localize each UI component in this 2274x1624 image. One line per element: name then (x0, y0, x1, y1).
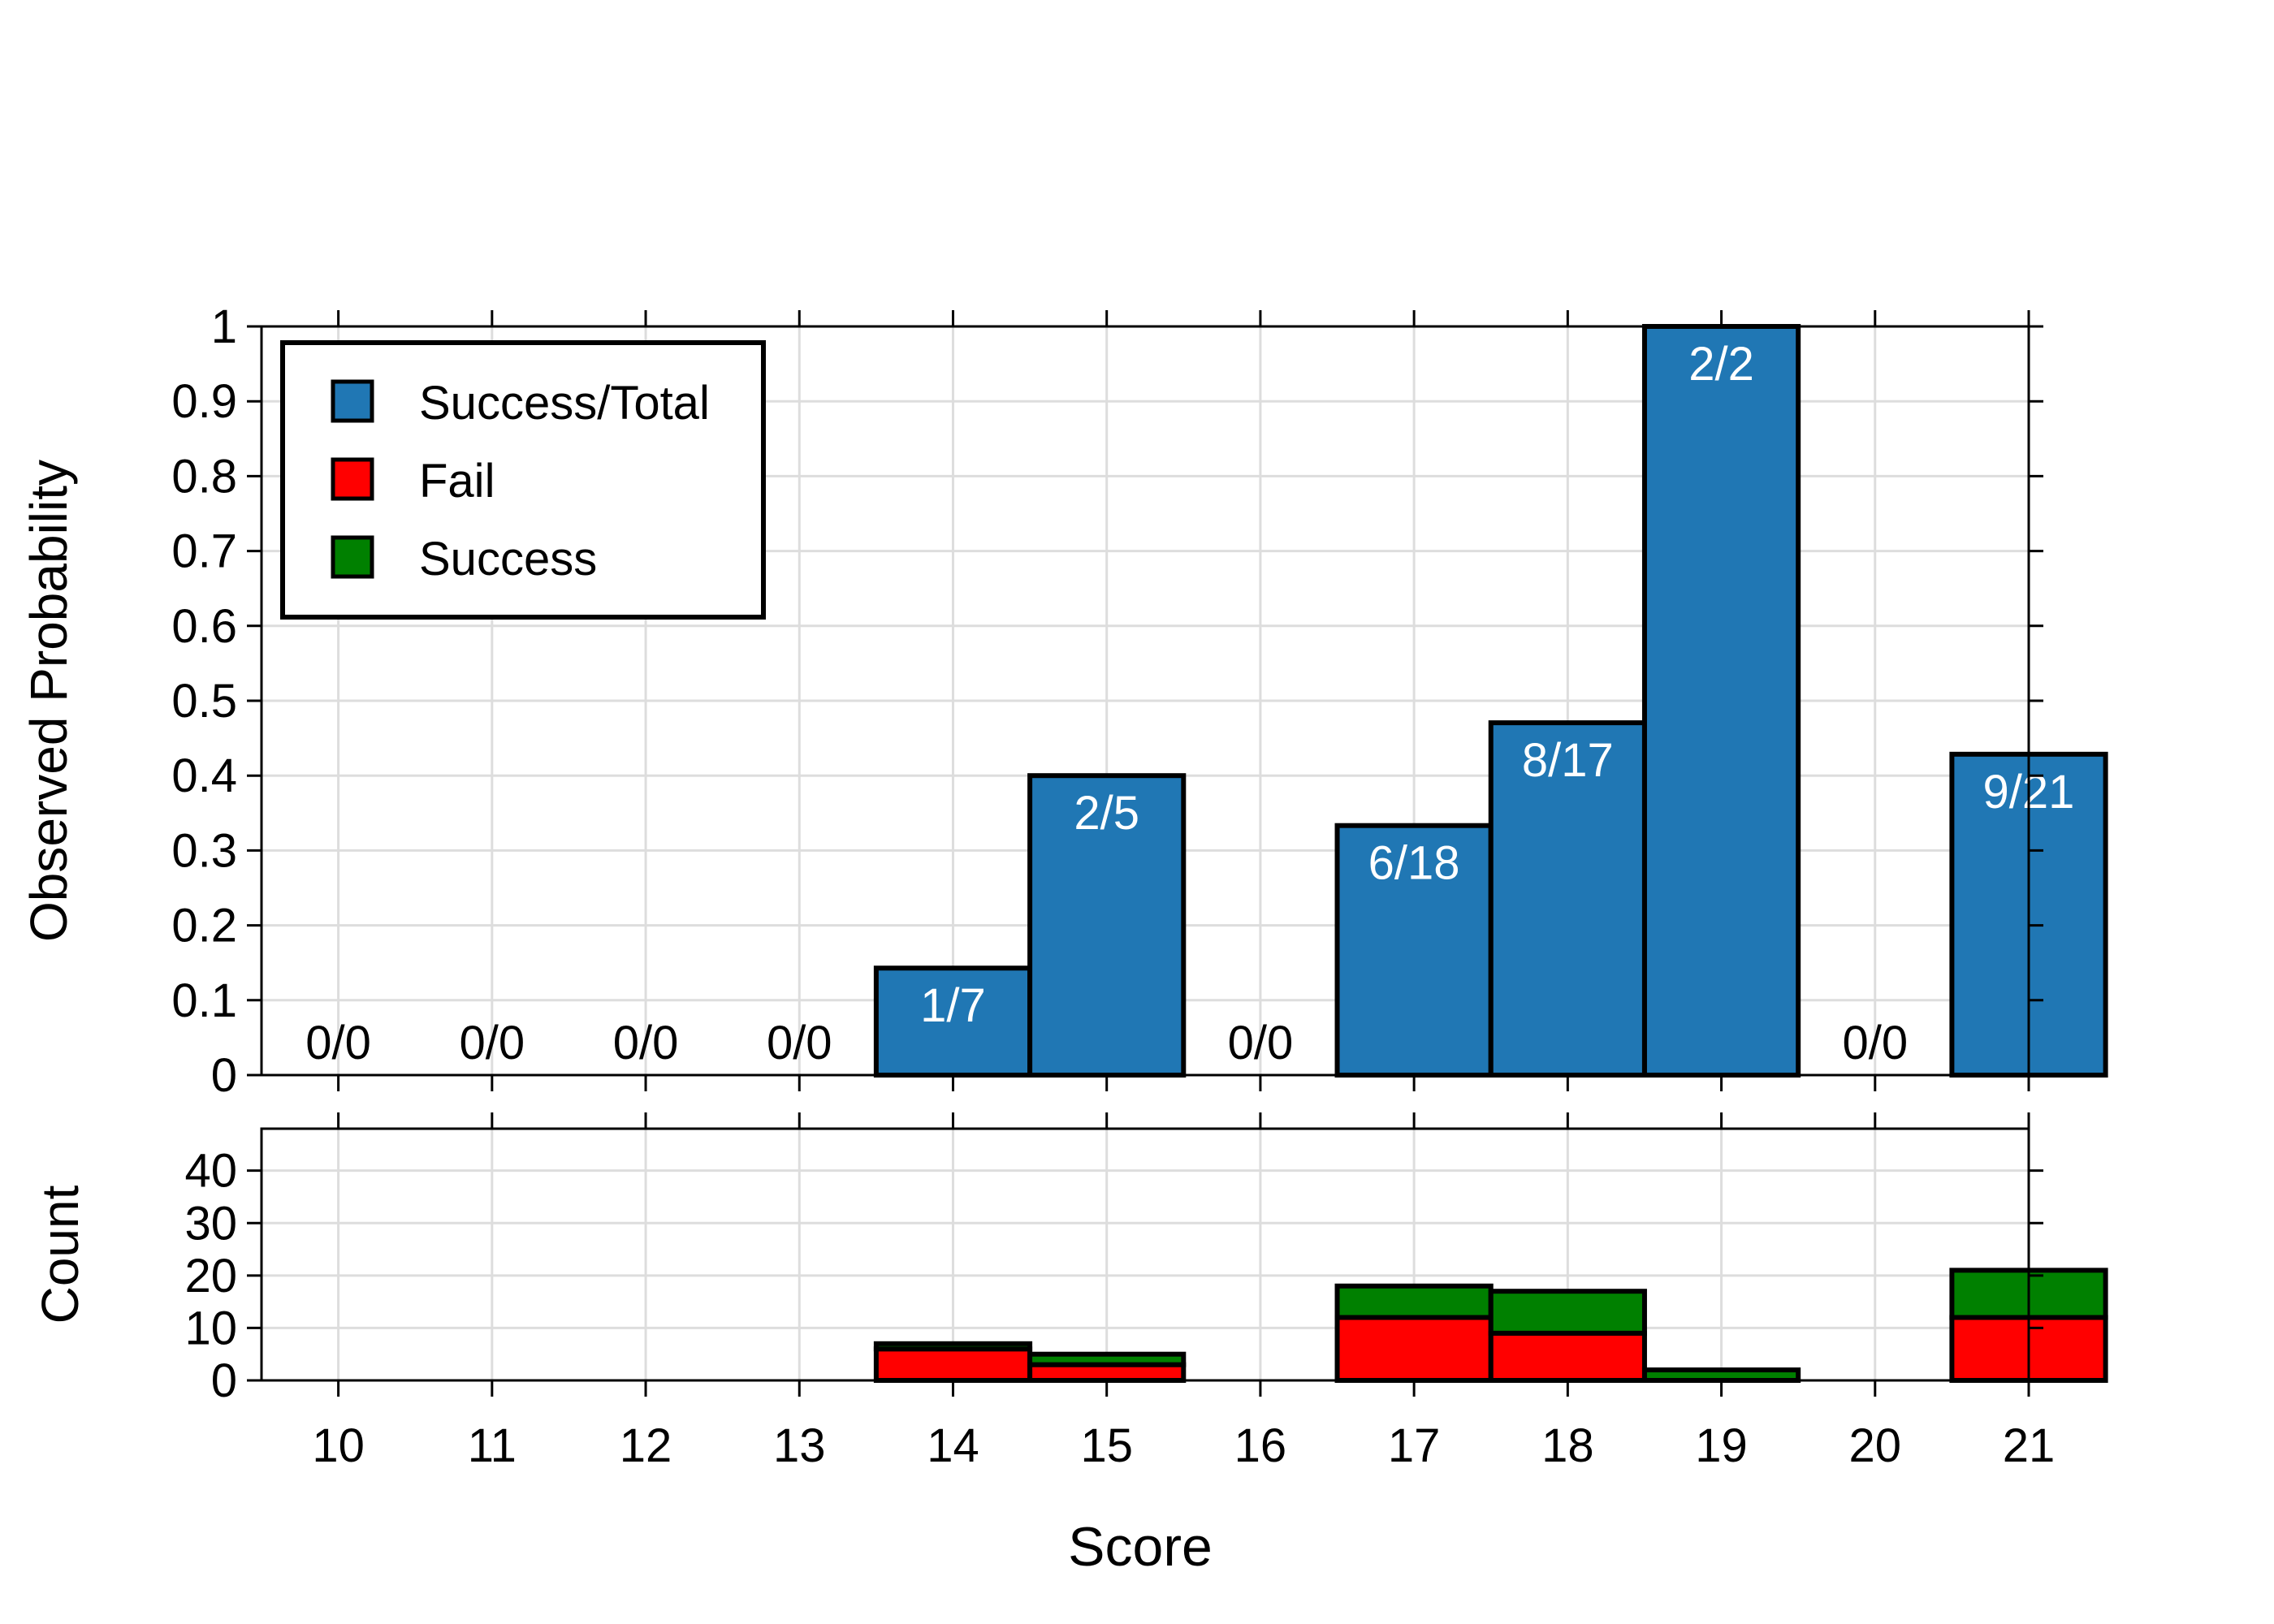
y-tick-label: 0.4 (171, 749, 237, 802)
bar-label: 0/0 (460, 1017, 525, 1069)
top-y-axis-label: Observed Probability (19, 460, 78, 942)
count-bar-success (1641, 1367, 1801, 1384)
bar-label: 0/0 (1842, 1017, 1908, 1069)
y-tick-label: 1 (211, 300, 237, 353)
bottom-axes-frame (260, 1127, 2030, 1382)
bottom-y-axis-label: Count (31, 1185, 89, 1324)
x-tick-label: 20 (1849, 1419, 1902, 1472)
y-tick-label: 10 (184, 1302, 237, 1354)
legend-swatch (331, 457, 374, 501)
y-tick-label: 0.9 (171, 375, 237, 428)
y-tick-label: 0.1 (171, 974, 237, 1027)
count-bar-success (873, 1341, 1033, 1352)
count-bar-success (1027, 1351, 1187, 1367)
legend-swatch (331, 379, 374, 423)
legend-label: Success (419, 533, 597, 585)
x-tick-label: 11 (468, 1419, 517, 1472)
top-ticks: 0 0.1 0.2 0.3 0.4 0.5 0.6 0.7 0.8 0.9 1 (171, 300, 2043, 1102)
legend: Success/Total Fail Success (280, 340, 766, 620)
count-bar-success (1334, 1283, 1494, 1320)
y-tick-label: 0 (211, 1049, 237, 1102)
top-panel: 0/0 0/0 0/0 0/01/72/50/06/188/172/20/09/21 … (19, 300, 2108, 1102)
probability-bar (1488, 720, 1647, 1078)
y-tick-label: 0.8 (171, 450, 237, 503)
count-bar-success (1488, 1289, 1647, 1336)
y-tick-label: 0.6 (171, 600, 237, 653)
x-tick-label: 18 (1541, 1419, 1594, 1472)
bar-label: 0/0 (1228, 1017, 1294, 1069)
x-tick-label: 19 (1695, 1419, 1748, 1472)
legend-swatch (331, 535, 374, 579)
y-tick-label: 0 (211, 1354, 237, 1407)
bar-label: 8/17 (1522, 734, 1614, 787)
y-tick-label: 0.3 (171, 824, 237, 877)
x-tick-label: 15 (1080, 1419, 1133, 1472)
x-tick-label: 16 (1234, 1419, 1287, 1472)
legend-label: Fail (419, 455, 495, 508)
bar-label: 0/0 (305, 1017, 371, 1069)
x-tick-label: 14 (927, 1419, 979, 1472)
count-bar-fail (1488, 1330, 1647, 1383)
count-bar-fail (873, 1346, 1033, 1383)
bar-label: 6/18 (1368, 837, 1460, 890)
bar-label: 2/2 (1688, 338, 1754, 391)
count-bar-fail (1334, 1315, 1494, 1383)
y-tick-label: 30 (184, 1197, 237, 1250)
x-tick-label: 12 (620, 1419, 672, 1472)
bar-label: 1/7 (920, 979, 986, 1032)
y-tick-label: 0.7 (171, 525, 237, 578)
y-tick-label: 40 (184, 1145, 237, 1198)
probability-bar (1027, 773, 1187, 1078)
legend-label: Success/Total (419, 377, 710, 430)
y-tick-label: 0.2 (171, 900, 237, 952)
bar-label: 0/0 (767, 1017, 832, 1069)
y-tick-label: 20 (184, 1250, 237, 1302)
x-axis-label: Score (1068, 1516, 1213, 1578)
y-tick-label: 0.5 (171, 675, 237, 728)
x-tick-label: 21 (2003, 1419, 2056, 1472)
x-tick-label: 13 (773, 1419, 826, 1472)
probability-bar (1641, 324, 1801, 1078)
bar-label: 2/5 (1074, 787, 1139, 840)
x-tick-label: 10 (312, 1419, 365, 1472)
bar-label: 0/0 (613, 1017, 679, 1069)
x-tick-label: 17 (1388, 1419, 1441, 1472)
top-bar-labels: 0/0 0/0 0/0 0/01/72/50/06/188/172/20/09/21 (305, 338, 2074, 1069)
legend-items: Success/Total Fail Success (331, 377, 710, 585)
